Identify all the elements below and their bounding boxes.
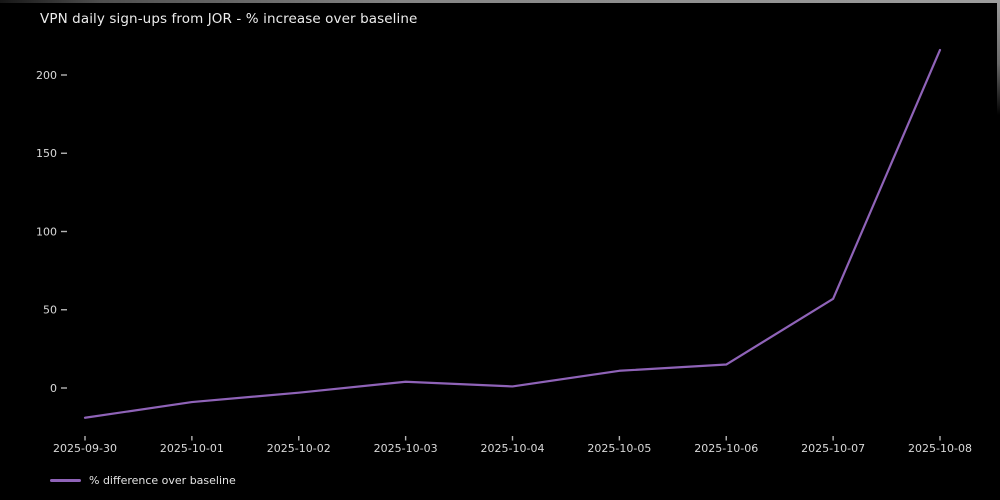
x-tick-label: 2025-10-03	[374, 442, 438, 455]
legend: % difference over baseline	[50, 473, 236, 487]
legend-label: % difference over baseline	[89, 473, 236, 487]
y-tick-label: 100	[36, 225, 57, 238]
window-edge-right	[997, 0, 1000, 115]
chart-title: VPN daily sign-ups from JOR - % increase…	[40, 11, 418, 27]
y-tick-label: 200	[36, 69, 57, 82]
y-tick-label: 0	[50, 382, 57, 395]
y-tick-label: 50	[43, 304, 57, 317]
x-tick-label: 2025-10-02	[267, 442, 331, 455]
x-tick-label: 2025-10-06	[694, 442, 758, 455]
x-tick-label: 2025-10-08	[908, 442, 972, 455]
x-tick-label: 2025-10-04	[481, 442, 545, 455]
x-tick-label: 2025-09-30	[53, 442, 117, 455]
data-line	[83, 48, 942, 419]
window-edge-top	[0, 0, 1000, 3]
x-tick-label: 2025-10-05	[587, 442, 651, 455]
x-tick-label: 2025-10-07	[801, 442, 865, 455]
x-tick-label: 2025-10-01	[160, 442, 224, 455]
legend-line-swatch	[50, 478, 81, 482]
y-tick-label: 150	[36, 147, 57, 160]
